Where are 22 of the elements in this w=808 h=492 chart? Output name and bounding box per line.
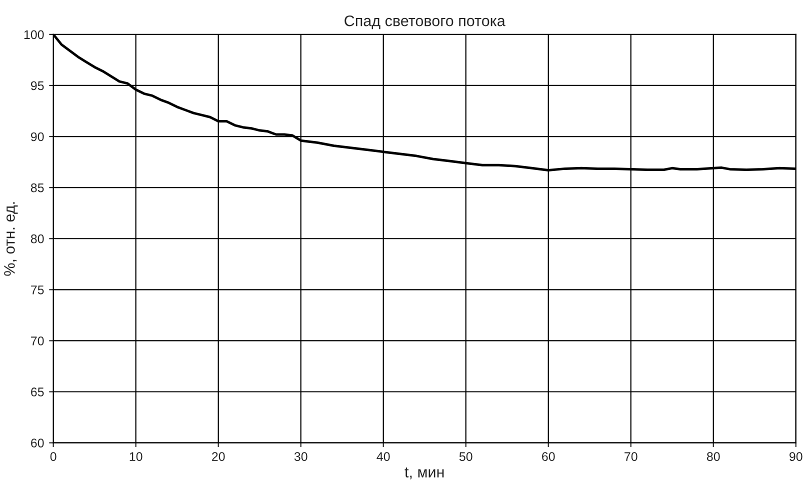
x-tick-label: 20	[212, 452, 225, 462]
x-tick-label: 0	[50, 452, 56, 462]
y-tick-label: 80	[30, 234, 44, 244]
y-tick-label: 95	[30, 81, 44, 90]
x-tick-label: 10	[130, 452, 142, 462]
x-tick-label: 90	[790, 452, 802, 462]
x-tick-label: 30	[294, 452, 308, 462]
y-tick-label: 85	[30, 183, 44, 192]
y-tick-label: 70	[31, 336, 44, 346]
y-tick-label: 60	[31, 438, 44, 448]
y-tick-label: 75	[31, 286, 44, 294]
x-tick-label: 50	[459, 452, 472, 462]
x-tick-label: 70	[624, 452, 638, 462]
y-tick-label: 65	[31, 388, 44, 396]
x-tick-label: 60	[542, 452, 555, 462]
x-tick-label: 80	[706, 452, 720, 462]
chart-title: Спад светового потока	[344, 15, 506, 30]
y-tick-label: 90	[30, 132, 44, 142]
y-axis-title: %, отн. ед.	[4, 202, 18, 276]
x-tick-label: 40	[376, 452, 390, 462]
y-tick-label: 100	[24, 30, 44, 40]
x-axis-title: t, мин	[404, 467, 444, 480]
